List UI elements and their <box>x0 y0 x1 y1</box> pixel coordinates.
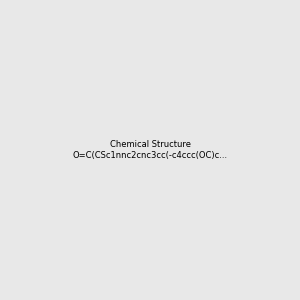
Text: Chemical Structure
O=C(CSc1nnc2cnc3cc(-c4ccc(OC)c...: Chemical Structure O=C(CSc1nnc2cnc3cc(-c… <box>72 140 228 160</box>
